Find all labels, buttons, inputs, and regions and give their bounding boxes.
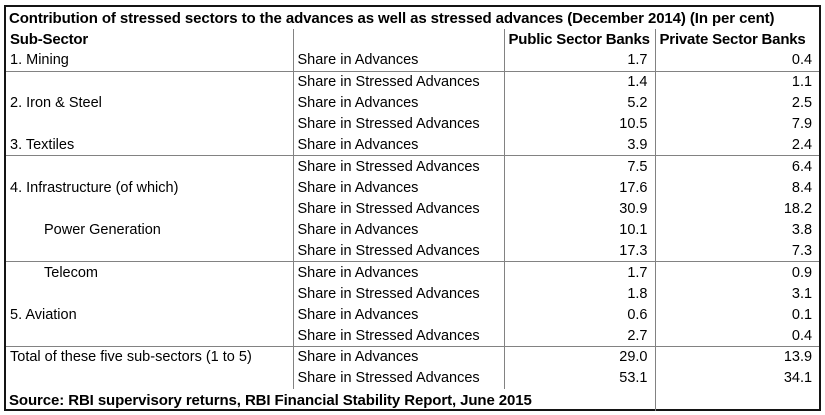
share-type-cell: Share in Stressed Advances — [292, 71, 504, 93]
share-type-cell: Share in Stressed Advances — [292, 113, 504, 135]
public-value-cell: 17.3 — [503, 240, 655, 263]
share-type-cell: Share in Advances — [292, 92, 504, 114]
share-type-cell: Share in Advances — [292, 50, 504, 72]
sector-cell: Telecom — [44, 264, 98, 281]
private-value-cell: 18.2 — [654, 198, 820, 220]
column-header-sub-sector: Sub-Sector — [10, 31, 89, 48]
public-value-cell: 29.0 — [503, 346, 655, 368]
table-row: Share in Stressed Advances 7.5 6.4 — [6, 155, 820, 178]
private-value-cell: 8.4 — [654, 177, 820, 199]
sector-cell: 1. Mining — [6, 50, 293, 72]
public-value-cell: 10.1 — [503, 219, 655, 241]
table-row: Share in Stressed Advances 30.9 18.2 — [6, 198, 820, 220]
share-type-cell: Share in Stressed Advances — [292, 367, 504, 389]
private-value-cell: 2.5 — [654, 92, 820, 114]
private-value-cell: 2.4 — [654, 134, 820, 157]
sector-cell — [6, 71, 293, 92]
public-value-cell: 1.8 — [503, 283, 655, 305]
table-row: Share in Stressed Advances 1.8 3.1 — [6, 283, 820, 305]
private-value-cell: 0.9 — [654, 261, 820, 284]
share-type-cell: Share in Advances — [292, 219, 504, 241]
table-row: 4. Infrastructure (of which) Share in Ad… — [6, 177, 820, 199]
public-value-cell: 0.6 — [503, 304, 655, 326]
table-row: Share in Stressed Advances 1.4 1.1 — [6, 71, 820, 93]
private-value-cell: 7.3 — [654, 240, 820, 263]
public-value-cell: 17.6 — [503, 177, 655, 199]
column-header-private-sector-banks: Private Sector Banks — [654, 29, 820, 50]
table-title: Contribution of stressed sectors to the … — [9, 9, 775, 27]
sector-cell — [6, 240, 293, 263]
table-row: Share in Stressed Advances 17.3 7.3 — [6, 240, 820, 263]
private-value-cell: 0.4 — [654, 325, 820, 348]
share-type-cell: Share in Stressed Advances — [292, 325, 504, 348]
stressed-sectors-table: Contribution of stressed sectors to the … — [4, 5, 821, 411]
public-value-cell: 53.1 — [503, 367, 655, 389]
table-row: Total of these five sub-sectors (1 to 5)… — [6, 346, 820, 368]
share-type-cell: Share in Advances — [292, 134, 504, 157]
sector-cell — [6, 368, 293, 389]
public-value-cell: 1.4 — [503, 71, 655, 93]
private-value-cell: 0.4 — [654, 50, 820, 72]
private-value-cell: 7.9 — [654, 113, 820, 135]
public-value-cell: 5.2 — [503, 92, 655, 114]
private-value-cell: 13.9 — [654, 346, 820, 368]
table-row: Share in Stressed Advances 53.1 34.1 — [6, 367, 820, 389]
source-note: Source: RBI supervisory returns, RBI Fin… — [9, 391, 532, 409]
share-type-cell: Share in Advances — [292, 346, 504, 368]
sector-cell: 5. Aviation — [10, 306, 77, 323]
table-row: 2. Iron & Steel Share in Advances 5.2 2.… — [6, 92, 820, 114]
table-row: 5. Aviation Share in Advances 0.6 0.1 — [6, 304, 820, 326]
sector-cell: Power Generation — [44, 222, 161, 239]
public-value-cell: 2.7 — [503, 325, 655, 348]
share-type-cell: Share in Stressed Advances — [292, 155, 504, 178]
public-value-cell: 3.9 — [503, 134, 655, 157]
share-type-cell: Share in Advances — [292, 261, 504, 284]
table-row: Power Generation Share in Advances 10.1 … — [6, 219, 820, 241]
public-value-cell: 10.5 — [503, 113, 655, 135]
table-row: 3. Textiles Share in Advances 3.9 2.4 — [6, 134, 820, 157]
share-type-cell: Share in Stressed Advances — [292, 198, 504, 220]
private-value-cell: 34.1 — [654, 367, 820, 389]
sector-cell — [6, 198, 293, 219]
public-value-cell: 30.9 — [503, 198, 655, 220]
sector-cell — [6, 325, 293, 348]
title-row: Contribution of stressed sectors to the … — [6, 7, 819, 29]
source-row: Source: RBI supervisory returns, RBI Fin… — [6, 389, 820, 411]
sector-cell: 2. Iron & Steel — [10, 94, 102, 111]
share-type-cell: Share in Stressed Advances — [292, 240, 504, 263]
private-value-cell: 3.8 — [654, 219, 820, 241]
public-value-cell: 7.5 — [503, 155, 655, 178]
table-row: 1. Mining Share in Advances 1.7 0.4 — [6, 50, 820, 72]
sector-cell: 4. Infrastructure (of which) — [10, 179, 179, 196]
public-value-cell: 1.7 — [503, 50, 655, 72]
sector-cell — [6, 114, 293, 135]
column-header-public-sector-banks: Public Sector Banks — [503, 29, 655, 50]
private-value-cell: 6.4 — [654, 155, 820, 178]
private-value-cell: 3.1 — [654, 283, 820, 305]
source-row-empty-cell — [654, 389, 820, 411]
private-value-cell: 0.1 — [654, 304, 820, 326]
table-row: Telecom Share in Advances 1.7 0.9 — [6, 261, 820, 284]
sector-cell: 3. Textiles — [6, 134, 293, 157]
private-value-cell: 1.1 — [654, 71, 820, 93]
column-header-measure — [292, 29, 504, 50]
share-type-cell: Share in Stressed Advances — [292, 283, 504, 305]
header-row: Sub-Sector Public Sector Banks Private S… — [6, 29, 820, 50]
sector-cell — [6, 283, 293, 304]
table-row: Share in Stressed Advances 2.7 0.4 — [6, 325, 820, 348]
data-table: Contribution of stressed sectors to the … — [6, 7, 820, 411]
table-row: Share in Stressed Advances 10.5 7.9 — [6, 113, 820, 135]
share-type-cell: Share in Advances — [292, 177, 504, 199]
public-value-cell: 1.7 — [503, 261, 655, 284]
sector-cell: Total of these five sub-sectors (1 to 5) — [10, 349, 252, 366]
sector-cell — [6, 156, 293, 177]
share-type-cell: Share in Advances — [292, 304, 504, 326]
